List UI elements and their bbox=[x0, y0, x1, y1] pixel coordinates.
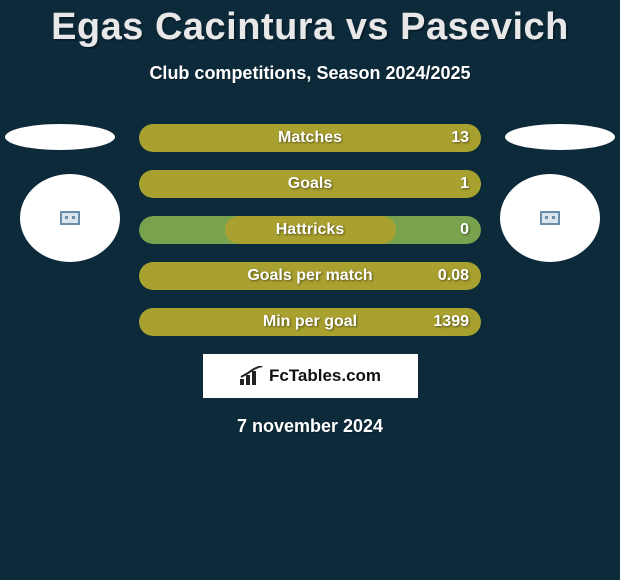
stat-bar: Goals1 bbox=[139, 170, 481, 198]
bar-label: Min per goal bbox=[139, 308, 481, 336]
bar-value: 13 bbox=[451, 124, 469, 152]
bar-label: Matches bbox=[139, 124, 481, 152]
page-title: Egas Cacintura vs Pasevich bbox=[0, 0, 620, 49]
stat-bar: Min per goal1399 bbox=[139, 308, 481, 336]
bar-value: 0 bbox=[460, 216, 469, 244]
player-right-avatar bbox=[500, 174, 600, 262]
brand-text: FcTables.com bbox=[269, 366, 381, 386]
bar-value: 1399 bbox=[433, 308, 469, 336]
bar-label: Goals per match bbox=[139, 262, 481, 290]
comparison-area: Matches13 Goals1 Hattricks0 Goals per match… bbox=[0, 124, 620, 437]
date-text: 7 november 2024 bbox=[0, 416, 620, 437]
stat-bar: Goals per match0.08 bbox=[139, 262, 481, 290]
subtitle: Club competitions, Season 2024/2025 bbox=[0, 63, 620, 84]
bar-value: 0.08 bbox=[438, 262, 469, 290]
stat-bars: Matches13 Goals1 Hattricks0 Goals per match… bbox=[139, 124, 481, 336]
bar-value: 1 bbox=[460, 170, 469, 198]
player-left-avatar bbox=[20, 174, 120, 262]
stat-bar: Matches13 bbox=[139, 124, 481, 152]
bar-label: Goals bbox=[139, 170, 481, 198]
player-left-ellipse bbox=[5, 124, 115, 150]
placeholder-badge-icon bbox=[540, 211, 560, 225]
stat-bar: Hattricks0 bbox=[139, 216, 481, 244]
bar-label: Hattricks bbox=[139, 216, 481, 244]
placeholder-badge-icon bbox=[60, 211, 80, 225]
brand-chart-icon bbox=[239, 366, 263, 386]
player-right-ellipse bbox=[505, 124, 615, 150]
brand-box: FcTables.com bbox=[203, 354, 418, 398]
